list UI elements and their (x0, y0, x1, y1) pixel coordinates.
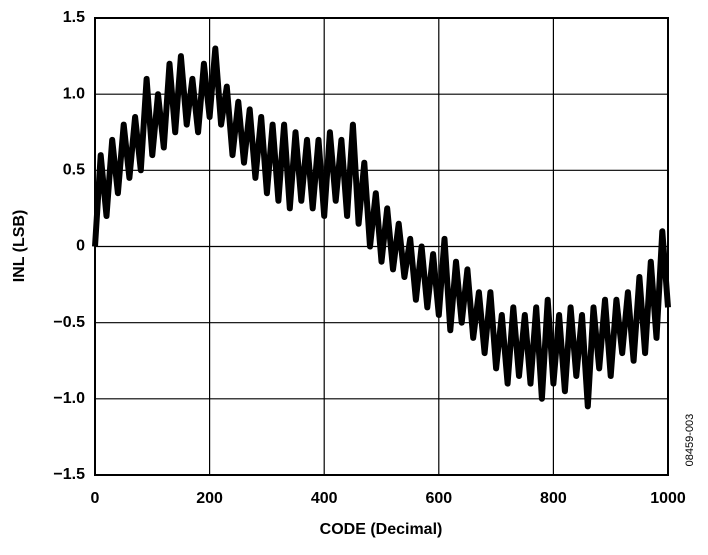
x-tick-label: 1000 (650, 490, 686, 507)
x-tick-label: 400 (311, 490, 338, 507)
y-tick-label: 1.0 (63, 85, 85, 102)
y-tick-label: −1.0 (53, 390, 85, 407)
x-axis-title: CODE (Decimal) (320, 521, 443, 538)
y-tick-label: 0.5 (63, 162, 85, 179)
y-axis-title: INL (LSB) (11, 210, 28, 283)
x-tick-label: 0 (91, 490, 100, 507)
x-tick-label: 600 (425, 490, 452, 507)
y-tick-label: 1.5 (63, 9, 85, 26)
y-tick-label: −1.5 (53, 466, 85, 483)
figure-code: 08459-003 (684, 414, 696, 467)
x-tick-label: 800 (540, 490, 567, 507)
inl-line (92, 45, 671, 410)
y-tick-label: 0 (76, 238, 85, 255)
x-tick-label: 200 (196, 490, 223, 507)
y-tick-label: −0.5 (53, 314, 85, 331)
